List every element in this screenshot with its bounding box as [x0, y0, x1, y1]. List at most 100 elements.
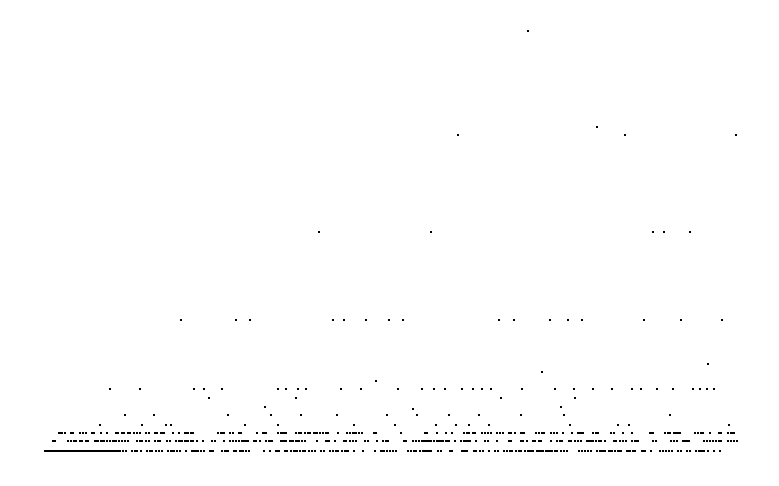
dot-mark	[463, 440, 467, 442]
dot-mark	[385, 440, 389, 442]
dot-mark	[308, 450, 310, 452]
dot-mark	[270, 414, 272, 416]
dot-mark	[412, 408, 414, 410]
dot-mark	[352, 432, 356, 434]
dot-mark	[241, 440, 245, 442]
dot-mark	[163, 432, 165, 434]
dot-mark	[149, 450, 153, 452]
dot-mark	[235, 319, 237, 321]
dot-mark	[598, 440, 602, 442]
dot-mark	[556, 432, 558, 434]
dot-mark	[569, 424, 571, 426]
dot-mark	[302, 450, 306, 452]
dot-mark	[713, 388, 715, 390]
dot-mark	[61, 432, 63, 434]
dot-mark	[300, 414, 302, 416]
dot-mark	[538, 432, 540, 434]
dot-mark	[637, 440, 639, 442]
dot-mark	[613, 432, 615, 434]
dot-mark	[295, 432, 297, 434]
dot-mark	[397, 388, 399, 390]
dot-mark	[556, 440, 558, 442]
dot-mark	[482, 450, 484, 452]
dot-mark	[340, 388, 342, 390]
dot-mark	[718, 440, 722, 442]
dot-mark	[698, 450, 702, 452]
dot-mark	[70, 450, 72, 452]
dot-mark	[706, 440, 708, 442]
dot-mark	[502, 432, 504, 434]
dot-mark	[104, 450, 106, 452]
dot-mark	[649, 432, 653, 434]
dot-mark	[712, 440, 714, 442]
dot-mark	[707, 450, 709, 452]
dot-mark	[445, 440, 449, 442]
dot-mark	[664, 432, 666, 434]
dot-mark	[595, 432, 599, 434]
dot-mark	[461, 450, 465, 452]
dot-mark	[227, 450, 229, 452]
dot-mark	[634, 440, 638, 442]
dot-mark	[577, 440, 579, 442]
dot-mark	[622, 432, 624, 434]
dot-mark	[709, 440, 711, 442]
dot-mark	[407, 450, 409, 452]
dot-mark	[332, 319, 334, 321]
dot-mark	[688, 440, 690, 442]
dot-mark	[481, 432, 483, 434]
dot-mark	[175, 440, 177, 442]
dot-mark	[332, 450, 334, 452]
dot-mark	[497, 450, 499, 452]
dot-mark	[102, 450, 104, 452]
dot-mark	[262, 432, 266, 434]
dot-mark	[325, 440, 329, 442]
dot-mark	[567, 319, 569, 321]
dot-mark	[713, 450, 715, 452]
dot-mark	[221, 450, 223, 452]
dot-mark	[314, 450, 316, 452]
dot-mark	[170, 424, 172, 426]
dot-mark	[667, 432, 671, 434]
dot-mark	[457, 134, 459, 136]
dot-mark	[421, 388, 423, 390]
dot-mark	[209, 450, 213, 452]
dot-mark	[602, 450, 606, 452]
dot-mark	[191, 450, 195, 452]
dot-mark	[416, 414, 418, 416]
dot-mark	[580, 432, 584, 434]
dot-mark	[109, 388, 111, 390]
dot-mark	[220, 432, 224, 434]
dot-mark	[265, 432, 267, 434]
dot-mark	[551, 450, 553, 452]
dot-mark	[167, 450, 169, 452]
dot-mark	[730, 440, 732, 442]
dot-mark	[329, 450, 331, 452]
dot-mark	[362, 450, 364, 452]
dot-mark	[679, 432, 681, 434]
dot-mark	[208, 397, 210, 399]
dot-mark	[229, 432, 231, 434]
dot-mark	[73, 440, 77, 442]
dot-mark	[553, 432, 555, 434]
dot-mark	[86, 450, 88, 452]
dot-mark	[715, 440, 717, 442]
dot-mark	[106, 450, 108, 452]
dot-mark	[313, 432, 317, 434]
dot-mark	[719, 450, 721, 452]
dot-mark	[74, 450, 76, 452]
dot-mark	[733, 432, 735, 434]
dot-mark	[344, 450, 348, 452]
dot-mark	[62, 450, 64, 452]
dot-mark	[353, 424, 355, 426]
dot-mark	[695, 450, 697, 452]
dot-mark	[589, 440, 593, 442]
dot-mark	[181, 440, 183, 442]
dot-mark	[187, 432, 189, 434]
dot-mark	[592, 388, 594, 390]
dot-mark	[596, 450, 598, 452]
dot-mark	[413, 450, 417, 452]
dot-mark	[224, 450, 228, 452]
dot-mark	[595, 440, 597, 442]
dot-mark	[550, 440, 552, 442]
dot-mark	[96, 450, 98, 452]
